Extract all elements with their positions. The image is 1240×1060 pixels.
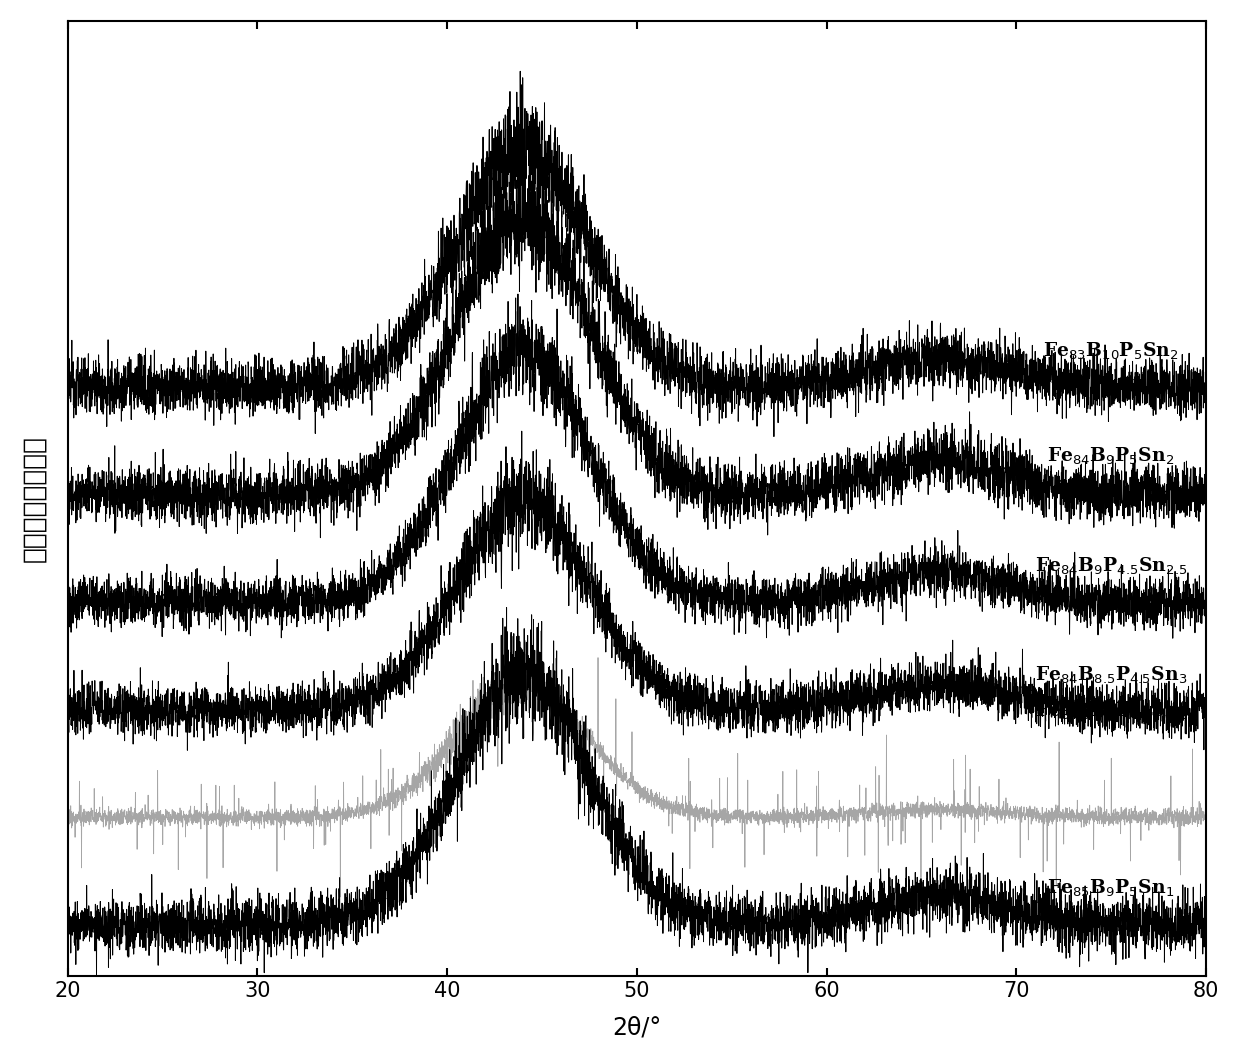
Y-axis label: 强度（任意单位）: 强度（任意单位） xyxy=(21,435,47,562)
X-axis label: 2θ/°: 2θ/° xyxy=(613,1015,661,1039)
Text: Fe$_{85}$B$_9$P$_5$Sn$_1$: Fe$_{85}$B$_9$P$_5$Sn$_1$ xyxy=(1048,878,1174,899)
Text: Fe$_{84}$B$_9$P$_5$Sn$_2$: Fe$_{84}$B$_9$P$_5$Sn$_2$ xyxy=(1048,446,1174,467)
Text: Fe$_{84}$B$_9$P$_{4.5}$Sn$_{2.5}$: Fe$_{84}$B$_9$P$_{4.5}$Sn$_{2.5}$ xyxy=(1035,555,1187,577)
Text: Fe$_{84.5}$B$_9$P$_{4.5}$Sn$_2$: Fe$_{84.5}$B$_9$P$_{4.5}$Sn$_2$ xyxy=(1035,701,1187,723)
Text: Fe$_{84}$B$_{8.5}$P$_{4.5}$Sn$_3$: Fe$_{84}$B$_{8.5}$P$_{4.5}$Sn$_3$ xyxy=(1035,665,1188,686)
Text: Fe$_{83}$B$_{10}$P$_5$Sn$_2$: Fe$_{83}$B$_{10}$P$_5$Sn$_2$ xyxy=(1043,340,1179,361)
